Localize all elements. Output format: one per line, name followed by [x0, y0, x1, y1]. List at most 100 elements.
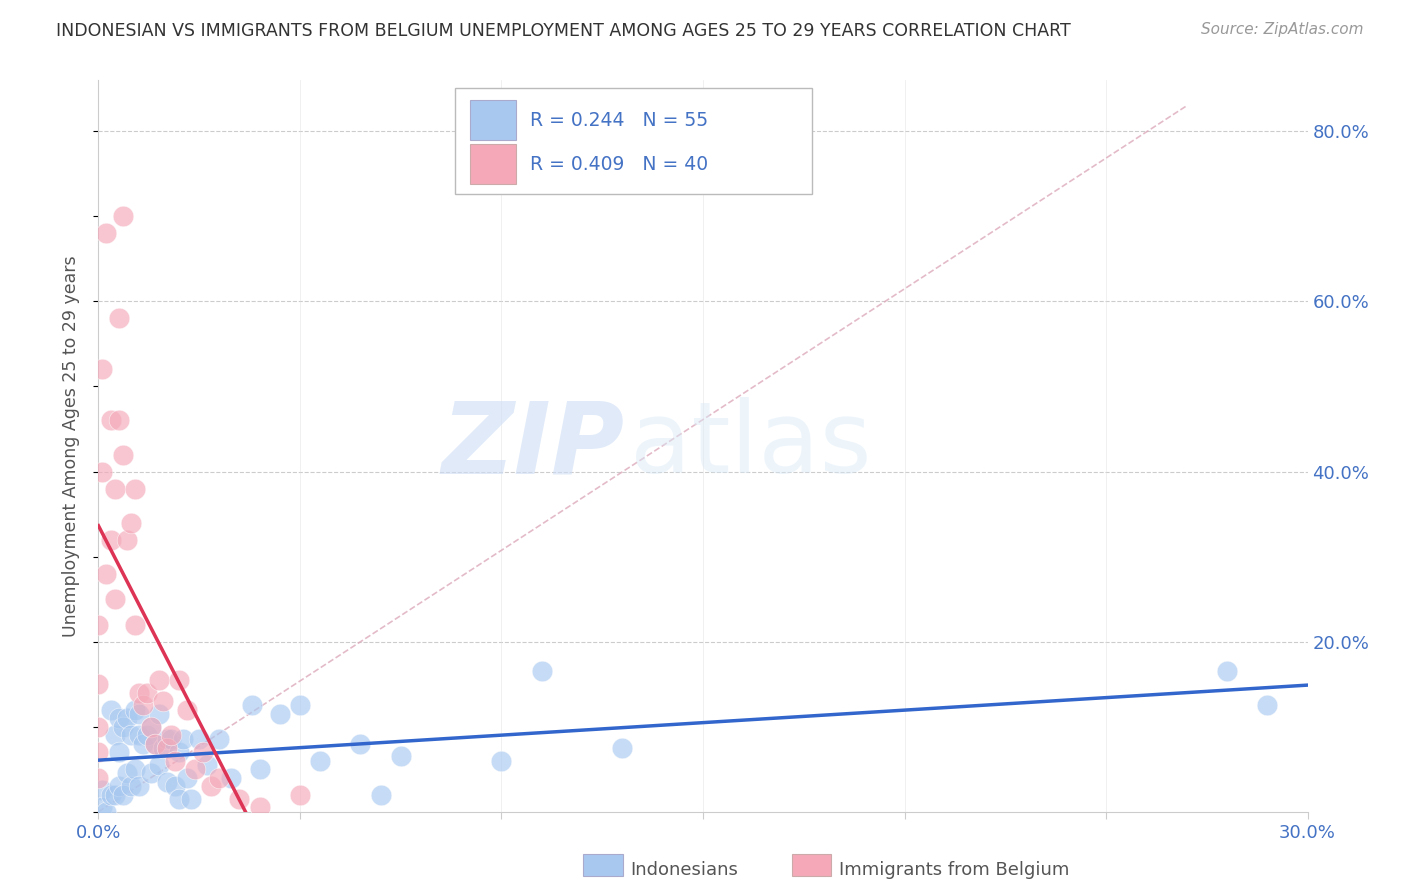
Point [91, 783, 114, 797]
Point [132, 737, 155, 751]
Point [91, 800, 114, 814]
Point [91, 362, 114, 376]
Point [91, 465, 114, 479]
Point [249, 800, 271, 814]
Point [240, 698, 263, 713]
Point [111, 720, 134, 734]
Point [103, 728, 125, 742]
Point [100, 703, 122, 717]
Point [115, 766, 138, 780]
Point [107, 311, 129, 326]
Point [132, 698, 155, 713]
Point [1216, 665, 1239, 679]
Point [269, 706, 291, 721]
Point [87, 617, 110, 632]
Point [184, 762, 207, 776]
Point [87, 720, 110, 734]
Text: Source: ZipAtlas.com: Source: ZipAtlas.com [1201, 22, 1364, 37]
Text: R = 0.244   N = 55: R = 0.244 N = 55 [530, 111, 709, 130]
Point [156, 732, 179, 747]
Point [111, 448, 134, 462]
Point [111, 210, 134, 224]
Point [128, 686, 150, 700]
Y-axis label: Unemployment Among Ages 25 to 29 years: Unemployment Among Ages 25 to 29 years [62, 255, 80, 637]
Point [389, 749, 412, 764]
Point [188, 732, 211, 747]
Point [152, 694, 174, 708]
Text: Indonesians: Indonesians [630, 861, 738, 879]
Point [163, 754, 186, 768]
Point [96, 227, 118, 241]
Point [152, 740, 174, 755]
Point [228, 792, 250, 806]
Point [148, 673, 170, 687]
Point [193, 745, 215, 759]
Point [249, 762, 271, 776]
Point [288, 698, 311, 713]
Point [107, 779, 129, 793]
Point [208, 771, 231, 785]
Point [156, 775, 179, 789]
Point [167, 792, 190, 806]
Point [491, 754, 513, 768]
Point [200, 779, 222, 793]
Point [195, 758, 218, 772]
Point [115, 533, 138, 547]
FancyBboxPatch shape [470, 144, 516, 184]
Point [221, 771, 243, 785]
Point [128, 728, 150, 742]
Point [124, 762, 146, 776]
Point [87, 677, 110, 691]
Point [530, 665, 553, 679]
Point [148, 758, 170, 772]
Point [120, 779, 142, 793]
Point [100, 413, 122, 427]
Point [103, 592, 125, 607]
Point [176, 771, 198, 785]
Point [124, 703, 146, 717]
Text: ZIP: ZIP [441, 398, 624, 494]
Point [176, 703, 198, 717]
Point [148, 706, 170, 721]
Point [107, 413, 129, 427]
Point [128, 779, 150, 793]
Point [612, 740, 634, 755]
Point [1256, 698, 1278, 713]
Point [139, 766, 162, 780]
Point [139, 720, 162, 734]
Point [120, 516, 142, 530]
Text: Immigrants from Belgium: Immigrants from Belgium [839, 861, 1070, 879]
Point [124, 617, 146, 632]
Point [135, 686, 157, 700]
Point [288, 788, 311, 802]
FancyBboxPatch shape [470, 100, 516, 140]
Text: atlas: atlas [630, 398, 872, 494]
Point [87, 771, 110, 785]
Point [180, 792, 202, 806]
Point [100, 533, 122, 547]
Text: R = 0.409   N = 40: R = 0.409 N = 40 [530, 155, 709, 174]
Point [309, 754, 332, 768]
Point [167, 673, 190, 687]
Point [370, 788, 392, 802]
Point [135, 728, 157, 742]
FancyBboxPatch shape [456, 87, 811, 194]
Point [96, 566, 118, 581]
Point [103, 482, 125, 496]
Point [87, 745, 110, 759]
Point [349, 737, 371, 751]
Point [107, 745, 129, 759]
Point [100, 788, 122, 802]
Text: INDONESIAN VS IMMIGRANTS FROM BELGIUM UNEMPLOYMENT AMONG AGES 25 TO 29 YEARS COR: INDONESIAN VS IMMIGRANTS FROM BELGIUM UN… [56, 22, 1071, 40]
Point [103, 788, 125, 802]
Point [124, 482, 146, 496]
Point [120, 728, 142, 742]
Point [160, 732, 183, 747]
Point [163, 779, 186, 793]
Point [115, 711, 138, 725]
Point [167, 745, 190, 759]
Point [111, 788, 134, 802]
Point [139, 720, 162, 734]
Point [208, 732, 231, 747]
Point [128, 706, 150, 721]
